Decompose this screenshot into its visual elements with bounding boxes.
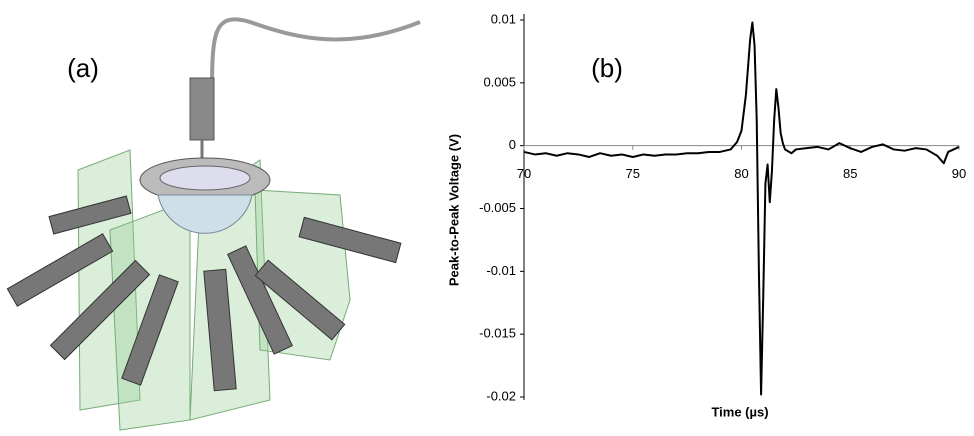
y-tick-label: 0.005 [483, 74, 516, 89]
x-tick-label: 70 [517, 166, 531, 181]
transducer [121, 274, 179, 386]
transducer [48, 195, 132, 235]
panel-label: (a) [67, 53, 99, 83]
x-tick-label: 80 [734, 166, 748, 181]
y-tick-label: -0.015 [479, 326, 516, 341]
x-tick-label: 75 [626, 166, 640, 181]
x-axis-label: Time (µs) [711, 404, 768, 419]
y-tick-label: 0.01 [491, 11, 516, 26]
cable [210, 17, 421, 91]
y-tick-label: 0 [509, 137, 516, 152]
panel-label: (b) [591, 53, 623, 83]
transducer [6, 233, 114, 307]
transducer [254, 259, 346, 341]
transducers [6, 195, 402, 392]
y-tick-label: -0.005 [479, 200, 516, 215]
transducer [298, 216, 402, 264]
dome [157, 194, 253, 234]
ring-inner [159, 165, 251, 191]
x-tick-label: 85 [843, 166, 857, 181]
x-tick-label: 90 [952, 166, 966, 181]
y-tick-label: -0.01 [486, 263, 516, 278]
transducer [227, 245, 293, 355]
y-axis-label: Peak-to-Peak Voltage (V) [446, 134, 461, 286]
probe [189, 77, 215, 141]
apparatus-render [6, 17, 421, 431]
transducer [49, 259, 151, 361]
signal-line [523, 21, 960, 396]
y-tick-label: -0.02 [486, 388, 516, 403]
transducer [203, 268, 237, 392]
